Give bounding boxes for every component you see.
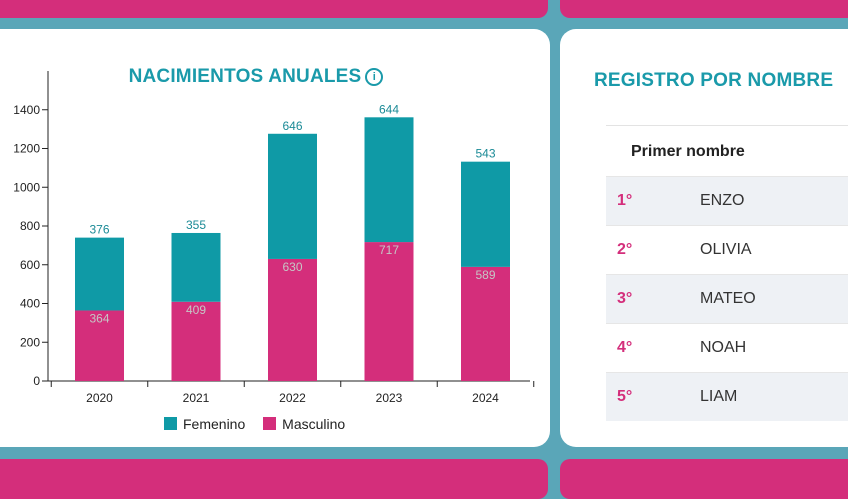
registry-panel: REGISTRO POR NOMBRE Primer nombre 1° ENZ… — [560, 29, 848, 447]
data-label-masculino: 364 — [89, 311, 109, 325]
name-label: OLIVIA — [700, 241, 752, 258]
table-row: 3° MATEO — [606, 274, 848, 323]
y-tick-label: 400 — [20, 297, 40, 311]
rank-label: 1° — [617, 192, 633, 209]
rank-label: 3° — [617, 290, 633, 307]
legend-swatch-femenino — [164, 417, 177, 430]
bar-femenino — [268, 133, 317, 259]
top-strip-right — [560, 0, 848, 18]
data-label-femenino: 644 — [379, 102, 399, 116]
table-row: 2° OLIVIA — [606, 225, 848, 274]
chart-title: NACIMIENTOS ANUALES i — [0, 66, 512, 88]
bar-masculino — [268, 258, 317, 381]
x-tick-label: 2023 — [376, 391, 403, 405]
bar-femenino — [461, 161, 510, 267]
data-label-masculino: 409 — [186, 303, 206, 317]
x-tick-label: 2022 — [279, 391, 306, 405]
top-strip-left — [0, 0, 548, 18]
bar-masculino — [171, 301, 221, 381]
rank-label: 5° — [617, 388, 633, 405]
name-label: LIAM — [700, 388, 738, 405]
data-label-femenino: 646 — [282, 119, 302, 133]
y-tick-label: 800 — [20, 219, 40, 233]
x-tick-label: 2024 — [472, 391, 499, 405]
data-label-femenino: 543 — [475, 147, 495, 161]
y-tick-label: 1200 — [13, 142, 40, 156]
name-label: NOAH — [700, 339, 747, 356]
x-tick-label: 2021 — [183, 391, 210, 405]
bar-masculino — [364, 242, 414, 381]
bar-masculino — [75, 310, 124, 381]
x-tick-label: 2020 — [86, 391, 113, 405]
chart-title-text: NACIMIENTOS ANUALES — [128, 66, 362, 87]
y-tick-label: 1000 — [13, 180, 40, 194]
y-tick-label: 1400 — [13, 103, 40, 117]
legend-label-masculino: Masculino — [282, 416, 346, 432]
table-row: 5° LIAM — [606, 372, 848, 421]
legend-label-femenino: Femenino — [183, 416, 246, 432]
y-tick-label: 600 — [20, 258, 40, 272]
bar-masculino — [461, 266, 510, 381]
data-label-masculino: 630 — [282, 260, 302, 274]
names-table-header: Primer nombre — [606, 125, 848, 176]
legend-item-femenino[interactable]: Femenino — [164, 416, 245, 432]
data-label-masculino: 589 — [475, 268, 495, 282]
data-label-masculino: 717 — [379, 243, 399, 257]
registry-title: REGISTRO POR NOMBRE — [594, 70, 834, 91]
rank-label: 2° — [617, 241, 633, 258]
rank-label: 4° — [617, 339, 633, 356]
data-label-femenino: 355 — [186, 218, 206, 232]
chart-legend: Femenino Masculino — [164, 416, 359, 432]
legend-item-masculino[interactable]: Masculino — [263, 416, 345, 432]
y-tick-label: 200 — [20, 335, 40, 349]
name-label: ENZO — [700, 192, 745, 209]
bar-femenino — [364, 117, 414, 243]
y-tick-label: 0 — [33, 374, 40, 388]
name-label: MATEO — [700, 290, 756, 307]
bar-femenino — [171, 232, 221, 302]
legend-swatch-masculino — [263, 417, 277, 430]
births-bar-chart: 0 200 400 600 800 1000 1200 1400 364 376 2020 409 35… — [13, 71, 535, 405]
bar-femenino — [75, 237, 124, 311]
names-table: Primer nombre 1° ENZO 2° OLIVIA 3° MATEO… — [606, 125, 848, 421]
table-row: 1° ENZO — [606, 176, 848, 225]
info-icon[interactable]: i — [365, 68, 384, 86]
data-label-femenino: 376 — [89, 223, 109, 237]
table-row: 4° NOAH — [606, 323, 848, 372]
